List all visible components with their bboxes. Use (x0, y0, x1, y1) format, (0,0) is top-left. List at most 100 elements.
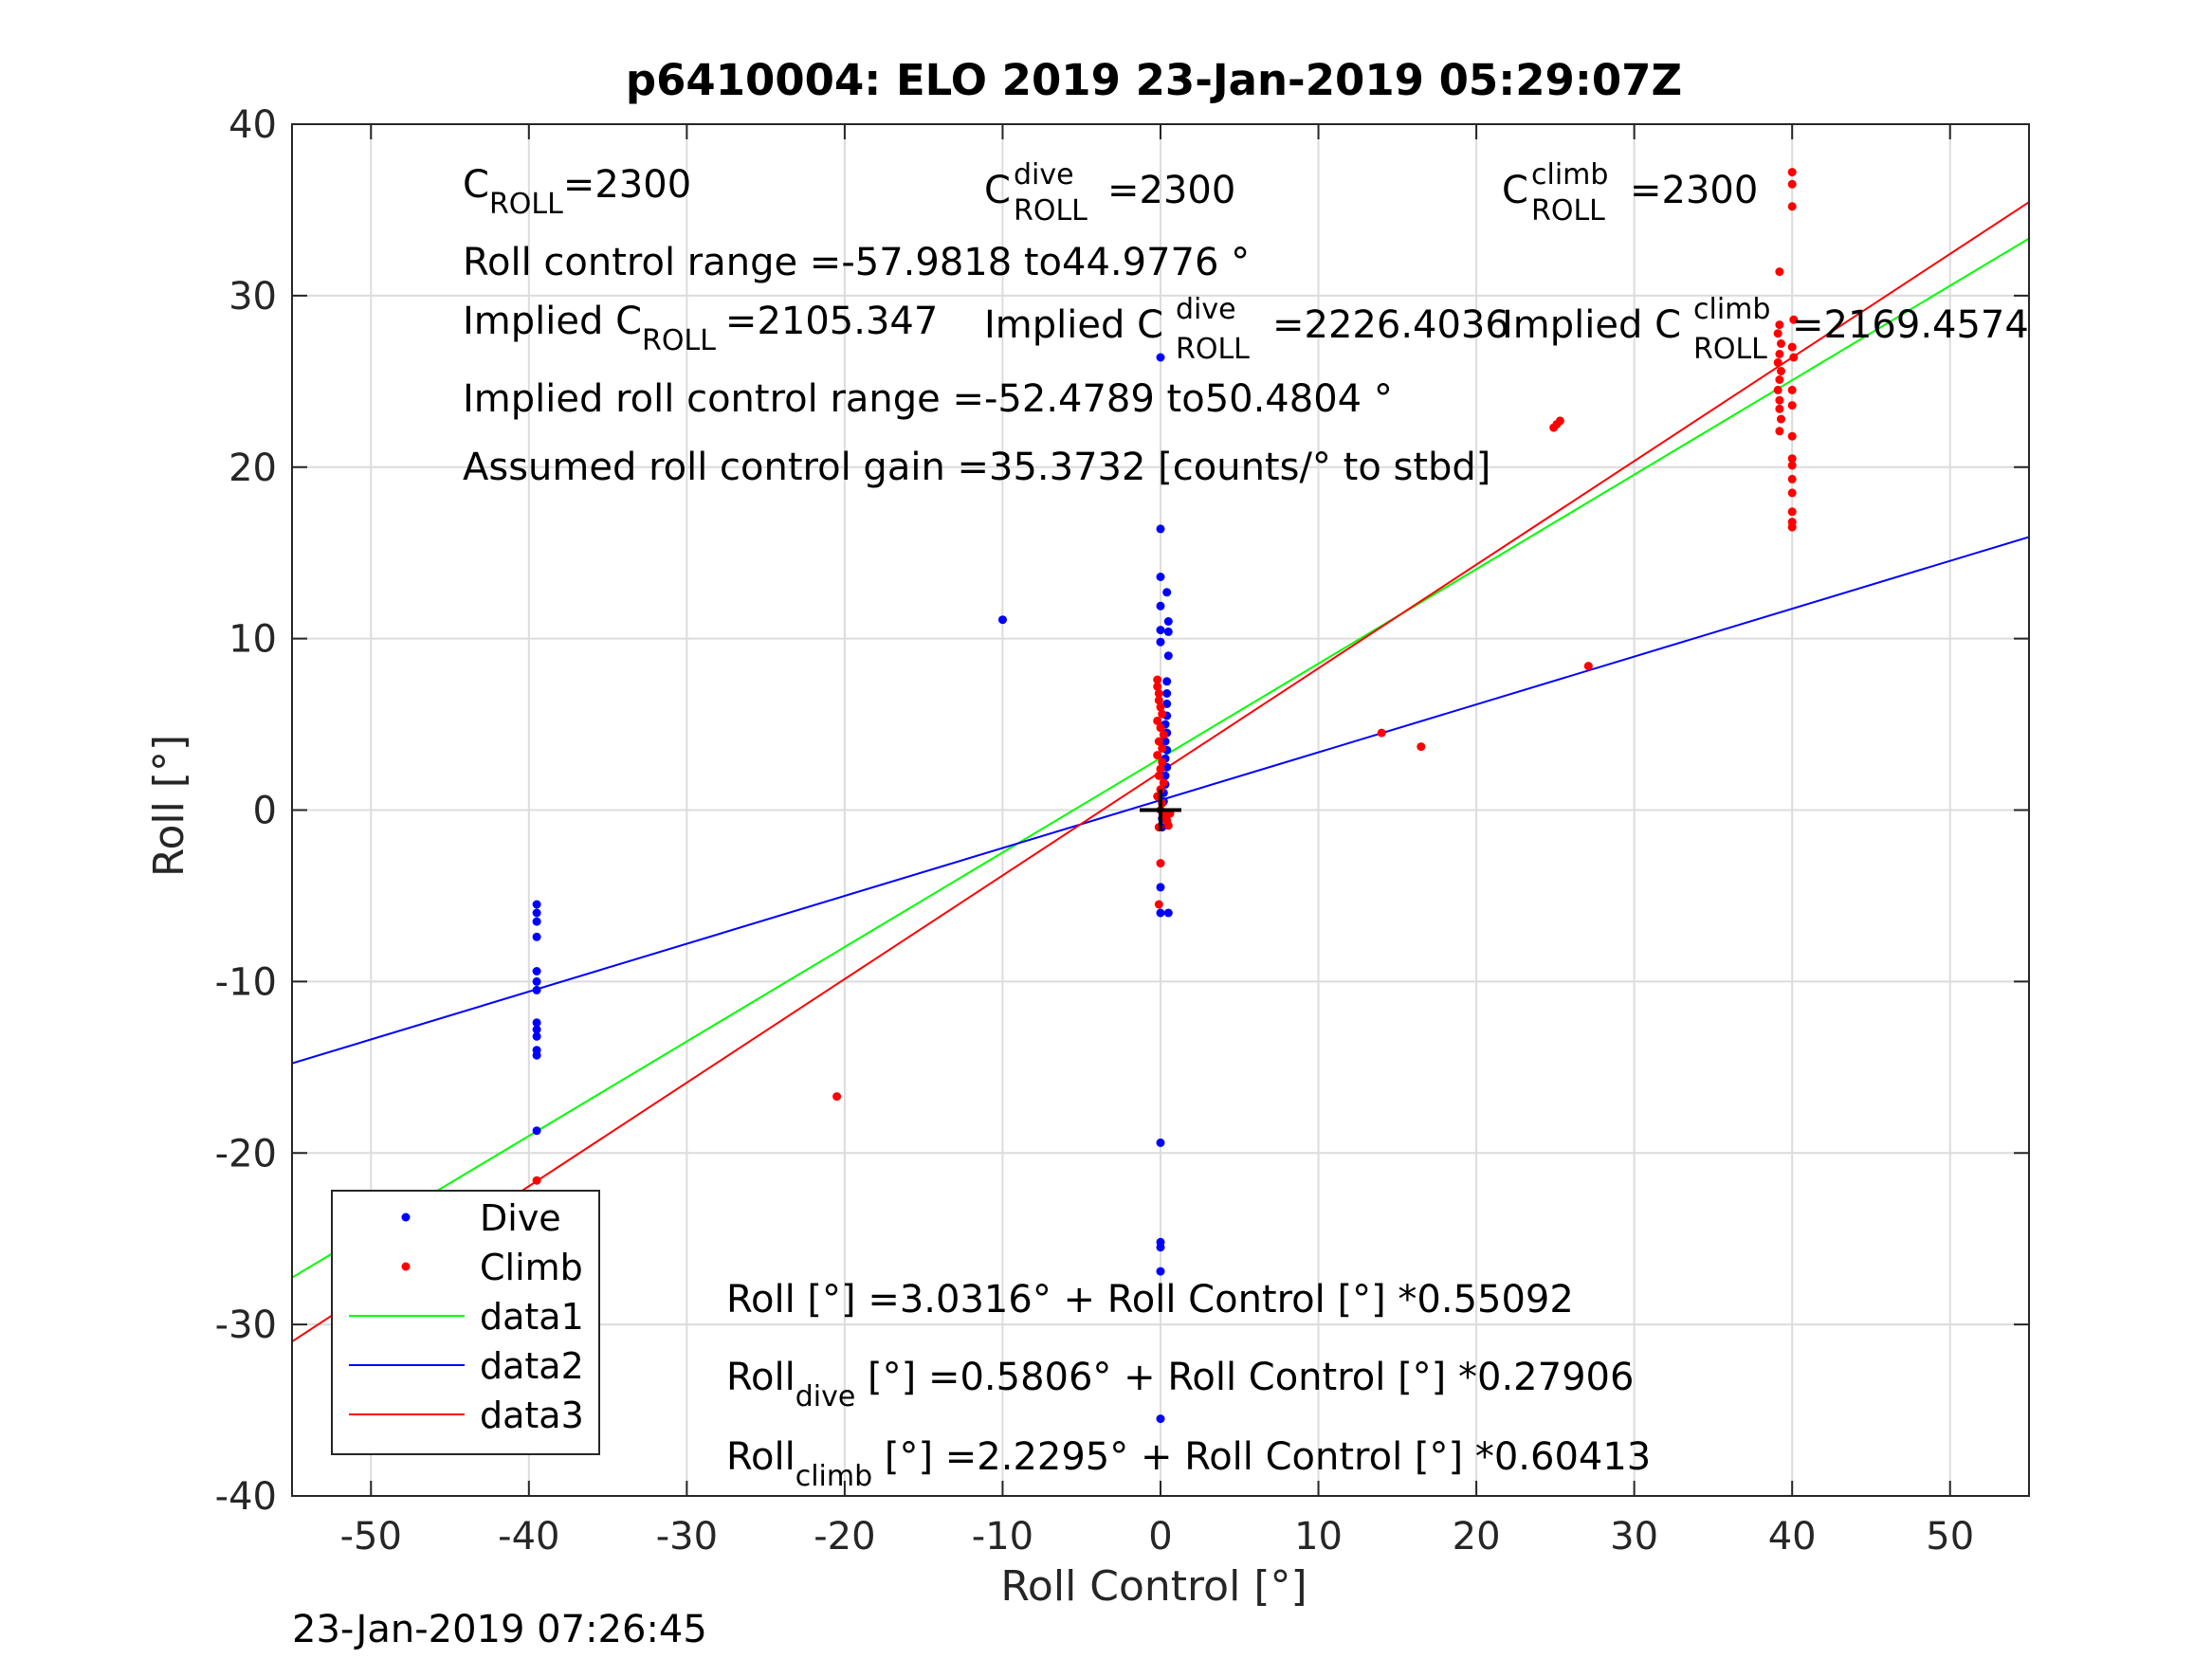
svg-text:ROLL: ROLL (1014, 194, 1088, 228)
data-point-climb (1777, 339, 1785, 348)
data-point-dive (1156, 1267, 1165, 1276)
legend-label: Climb (480, 1247, 583, 1288)
data-point-climb (1153, 716, 1162, 725)
assumed-gain-annotation: Assumed roll control gain =35.3732 [coun… (463, 446, 1490, 489)
implied-c-roll-annotation: Implied CROLL =2105.347 (463, 300, 938, 357)
svg-text:ROLL: ROLL (1176, 333, 1250, 366)
data-point-dive (532, 932, 541, 941)
data-point-climb (1153, 675, 1162, 684)
data-point-dive (532, 1050, 541, 1060)
data-point-climb (1156, 859, 1165, 868)
data-point-climb (1773, 357, 1782, 367)
data-point-climb (1775, 427, 1784, 436)
data-point-dive (1162, 677, 1172, 686)
data-point-climb (1158, 743, 1167, 753)
data-point-climb (1154, 696, 1163, 705)
implied-c-roll-dive-annotation: Implied C dive ROLL =2226.4036 (984, 293, 1509, 366)
data-point-dive (1156, 524, 1165, 534)
y-tick-label: 40 (229, 103, 277, 147)
x-tick-label: -50 (340, 1515, 402, 1559)
tick-marks (292, 123, 2029, 1497)
origin-marker (1140, 789, 1181, 831)
x-tick-label: -30 (656, 1515, 718, 1559)
y-tick-label: -40 (215, 1475, 277, 1519)
svg-text:=2169.4574: =2169.4574 (1792, 303, 2029, 347)
data-point-dive (1156, 1243, 1165, 1252)
x-tick-label: 30 (1610, 1515, 1658, 1559)
data-point-dive (1162, 689, 1172, 698)
data-point-climb (1377, 728, 1386, 738)
x-tick-label: 0 (1148, 1515, 1172, 1559)
data-point-dive (1156, 353, 1165, 362)
svg-text:ROLL: ROLL (1531, 194, 1605, 228)
legend: Dive Climb data1 data2 data3 (331, 1190, 600, 1455)
y-tick-labels: -40 -30 -20 -10 0 10 20 30 40 (215, 103, 277, 1519)
data-point-dive (1156, 908, 1165, 918)
svg-text:dive: dive (1014, 158, 1074, 191)
data-point-climb (1787, 507, 1797, 517)
data-point-dive (532, 917, 541, 926)
x-tick-label: 40 (1768, 1515, 1817, 1559)
data-point-climb (1159, 730, 1168, 739)
data-point-climb (1787, 168, 1797, 177)
data-point-dive (1163, 908, 1173, 918)
data-point-dive (1156, 1414, 1165, 1424)
data-point-dive (1156, 1138, 1165, 1147)
data-point-climb (1789, 315, 1799, 324)
data-point-dive (532, 1031, 541, 1041)
chart-title: p6410004: ELO 2019 23-Jan-2019 05:29:07Z (626, 55, 1682, 105)
data-point-climb (1773, 329, 1782, 338)
data-point-climb (832, 1092, 842, 1102)
data-point-dive (1162, 588, 1172, 597)
data-point-dive (1156, 573, 1165, 581)
c-roll-annotation: CROLL=2300 (463, 163, 691, 221)
data-point-climb (1154, 771, 1163, 780)
data-point-climb (1154, 900, 1163, 909)
data-point-climb (1775, 267, 1784, 277)
data-point-dive (1163, 617, 1173, 626)
data-point-dive (1162, 699, 1172, 708)
c-roll-climb-annotation: C climb ROLL =2300 (1502, 158, 1758, 228)
data-point-climb (1787, 202, 1797, 211)
data-point-climb (1787, 385, 1797, 394)
data-point-climb (1775, 349, 1784, 358)
data-point-dive (1163, 651, 1173, 661)
data-point-climb (1555, 416, 1564, 426)
data-point-climb (1787, 179, 1797, 189)
data-point-dive (532, 908, 541, 918)
svg-text:ROLL: ROLL (1693, 333, 1767, 366)
svg-text:C: C (1502, 169, 1528, 212)
x-tick-label: -40 (498, 1515, 559, 1559)
data-point-dive (532, 967, 541, 975)
y-tick-label: 10 (229, 618, 277, 662)
legend-label: data2 (480, 1345, 584, 1387)
timestamp: 23-Jan-2019 07:26:45 (292, 1608, 707, 1651)
svg-text:Implied C: Implied C (984, 303, 1163, 347)
data-point-dive (532, 1025, 541, 1034)
y-tick-label: -20 (215, 1132, 277, 1176)
legend-label: data3 (480, 1395, 584, 1436)
data-point-climb (1777, 367, 1785, 375)
data-point-climb (1787, 522, 1797, 532)
y-tick-label: 0 (253, 790, 277, 833)
data-point-climb (1787, 401, 1797, 410)
legend-marker-climb (401, 1262, 411, 1271)
x-tick-labels: -50 -40 -30 -20 -10 0 10 20 30 40 50 (340, 1515, 1975, 1559)
x-tick-label: -20 (814, 1515, 875, 1559)
data-point-climb (1417, 742, 1426, 752)
data-point-dive (532, 985, 541, 994)
data-point-dive (1156, 626, 1165, 635)
legend-marker-dive (401, 1212, 411, 1222)
data-point-climb (1787, 431, 1797, 441)
data-point-dive (532, 900, 541, 909)
fit-dive-annotation: Rolldive [°] =0.5806° + Roll Control [°]… (726, 1356, 1634, 1413)
data-point-climb (1787, 488, 1797, 498)
y-axis-label: Roll [°] (145, 735, 193, 877)
data-point-dive (532, 1018, 541, 1028)
data-point-climb (532, 1176, 541, 1185)
data-point-climb (1153, 682, 1162, 691)
y-tick-label: -30 (215, 1304, 277, 1347)
svg-text:climb: climb (1693, 293, 1770, 326)
data-point-dive (1156, 601, 1165, 611)
legend-entries: Dive Climb data1 data2 data3 (349, 1197, 584, 1436)
